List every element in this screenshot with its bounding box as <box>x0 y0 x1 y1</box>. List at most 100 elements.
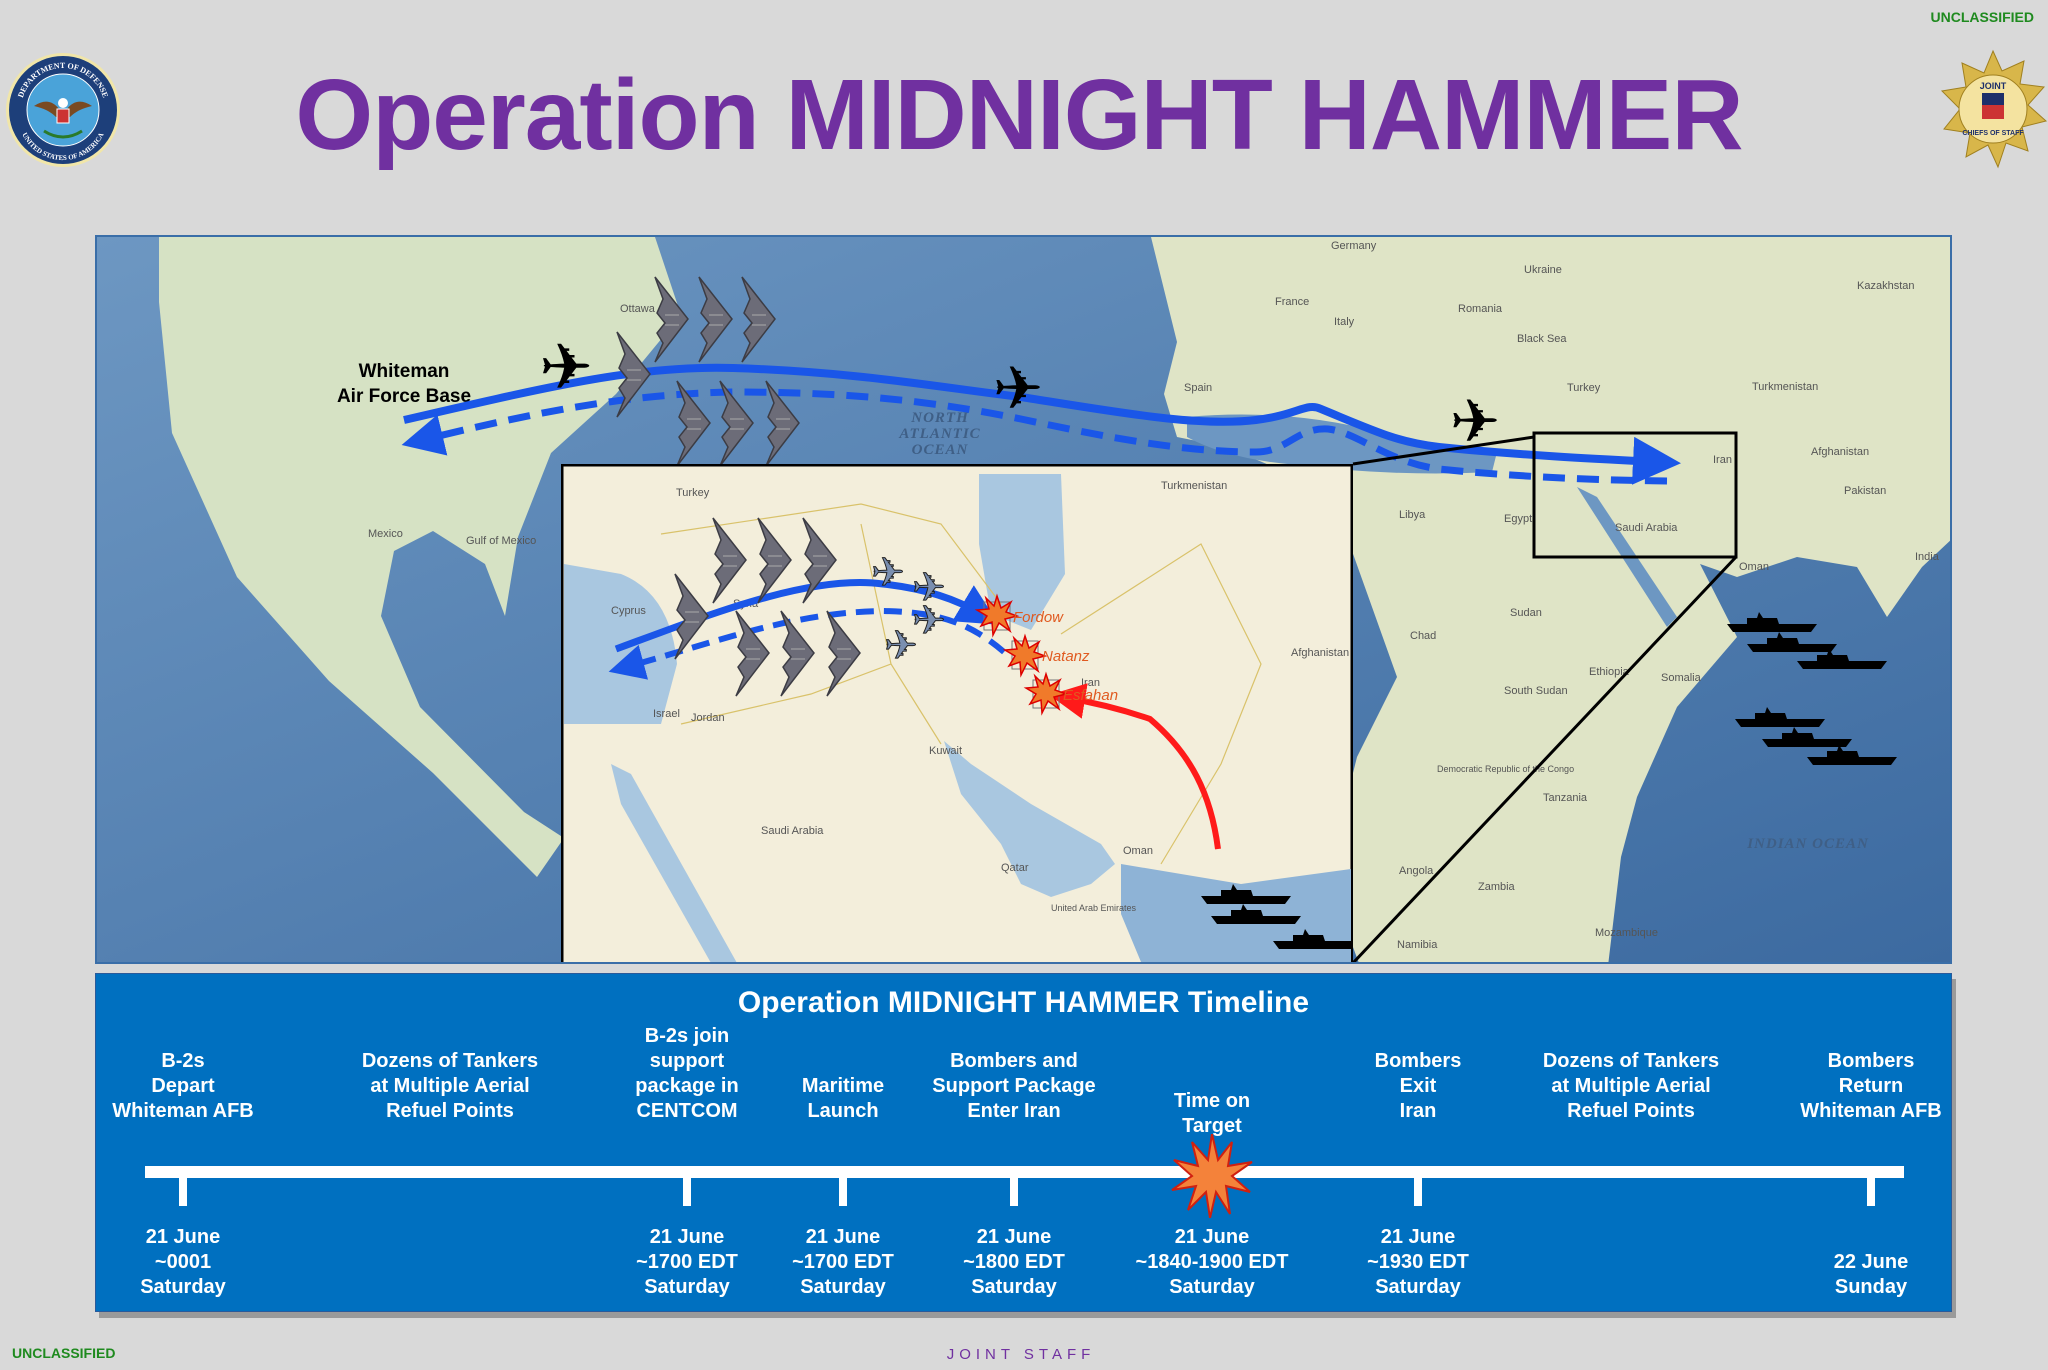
ocean-label-indian: INDIAN OCEAN <box>1746 836 1869 852</box>
whiteman-label-line2: Air Force Base <box>337 386 471 407</box>
timeline-event-date: 21 June ~1930 EDT Saturday <box>1367 1226 1469 1298</box>
label-sudan: Sudan <box>1510 607 1542 619</box>
red-sea <box>611 764 737 962</box>
svg-text:Cyprus: Cyprus <box>611 605 646 617</box>
label-india: India <box>1915 551 1940 563</box>
inset-connector-line <box>1352 435 1535 466</box>
classification-top: UNCLASSIFIED <box>1930 9 2034 25</box>
title-operation: Operation <box>295 59 786 171</box>
ocean-label-north: NORTH <box>910 410 969 426</box>
svg-text:Esfahan: Esfahan <box>1063 687 1118 704</box>
label-zambia: Zambia <box>1478 881 1516 893</box>
svg-text:Fordow: Fordow <box>1013 609 1064 626</box>
dod-seal-logo: DEPARTMENT OF DEFENSE UNITED STATES OF A… <box>6 53 120 167</box>
svg-text:Oman: Oman <box>1123 845 1153 857</box>
label-turkmenistan: Turkmenistan <box>1752 381 1818 393</box>
label-mexico: Mexico <box>368 528 403 540</box>
operation-map: Ottawa Mexico Gulf of Mexico Germany Ukr… <box>95 235 1952 964</box>
target-natanz: Natanz <box>1002 633 1090 678</box>
outbound-route <box>403 363 1681 485</box>
svg-text:Natanz: Natanz <box>1042 648 1090 665</box>
label-kazakhstan: Kazakhstan <box>1857 280 1914 292</box>
label-saudi-arabia: Saudi Arabia <box>1615 522 1678 534</box>
svg-text:Turkey: Turkey <box>676 487 710 499</box>
label-black-sea: Black Sea <box>1517 333 1567 345</box>
fighter-jet-icon: ✈ <box>912 599 946 643</box>
timeline-tick <box>683 1176 691 1206</box>
page-title: Operation MIDNIGHT HAMMER <box>0 58 2038 173</box>
svg-text:Israel: Israel <box>653 708 680 720</box>
timeline-event-label: B-2s Depart Whiteman AFB <box>112 1050 254 1122</box>
label-egypt: Egypt <box>1504 513 1532 525</box>
jcs-seal-logo: JOINT CHIEFS OF STAFF <box>1940 49 2048 169</box>
timeline-event-date: 21 June ~1840-1900 EDT Saturday <box>1135 1226 1289 1298</box>
timeline-event-date: 21 June ~1700 EDT Saturday <box>636 1226 738 1298</box>
explosion-icon <box>1023 671 1069 716</box>
timeline-tick <box>839 1176 847 1206</box>
joint-staff-footer: JOINT STAFF <box>946 1346 1096 1363</box>
fighter-jet-icon: ✈ <box>884 624 918 668</box>
label-angola: Angola <box>1399 865 1434 877</box>
timeline-tick <box>1414 1176 1422 1206</box>
ocean-label-atlantic: ATLANTIC <box>898 426 980 442</box>
title-codename: MIDNIGHT HAMMER <box>785 59 1743 171</box>
svg-text:Kuwait: Kuwait <box>929 745 962 757</box>
timeline-event-date: 22 June Sunday <box>1833 1251 1909 1298</box>
whiteman-label-line1: Whiteman <box>359 361 450 382</box>
label-turkey: Turkey <box>1567 382 1601 394</box>
tanker-airplane-icon: ✈ <box>539 331 593 403</box>
target-esfahan: Esfahan <box>1023 671 1118 716</box>
label-ethiopia: Ethiopia <box>1589 666 1630 678</box>
explosion-icon <box>1002 633 1048 678</box>
timeline-event-date: 21 June ~1700 EDT Saturday <box>792 1226 894 1298</box>
persian-gulf <box>944 741 1115 897</box>
svg-text:JOINT: JOINT <box>1980 81 2007 91</box>
label-spain: Spain <box>1184 382 1212 394</box>
timeline-event-label: Bombers Return Whiteman AFB <box>1800 1050 1942 1122</box>
mediterranean-sea <box>1187 414 1497 474</box>
timeline-event-label: Dozens of Tankers at Multiple Aerial Ref… <box>361 1050 539 1122</box>
timeline-event-date: 21 June ~0001 Saturday <box>140 1226 226 1298</box>
explosion-icon <box>974 593 1020 638</box>
timeline-event-label: Bombers and Support Package Enter Iran <box>932 1050 1096 1122</box>
label-germany: Germany <box>1331 240 1377 252</box>
inset-return-route <box>608 607 1006 680</box>
timeline-event-label: B-2s join support package in CENTCOM <box>635 1025 739 1122</box>
svg-text:Saudi Arabia: Saudi Arabia <box>761 825 824 837</box>
label-ukraine: Ukraine <box>1524 264 1562 276</box>
target-fordow: Fordow <box>974 593 1064 638</box>
svg-text:Jordan: Jordan <box>691 712 725 724</box>
svg-text:United Arab Emirates: United Arab Emirates <box>1051 903 1137 913</box>
timeline-panel: Operation MIDNIGHT HAMMER Timeline B-2s … <box>95 973 1952 1312</box>
label-mozambique: Mozambique <box>1595 927 1658 939</box>
label-chad: Chad <box>1410 630 1436 642</box>
return-route <box>401 388 1668 485</box>
label-tanzania: Tanzania <box>1543 792 1588 804</box>
label-namibia: Namibia <box>1397 939 1438 951</box>
label-afghanistan: Afghanistan <box>1811 446 1869 458</box>
timeline-tick <box>1010 1176 1018 1206</box>
classification-bottom: UNCLASSIFIED <box>12 1345 116 1361</box>
ocean-label-ocean: OCEAN <box>912 442 969 458</box>
label-romania: Romania <box>1458 303 1503 315</box>
label-pakistan: Pakistan <box>1844 485 1886 497</box>
timeline-title: Operation MIDNIGHT HAMMER Timeline <box>737 986 1310 1019</box>
timeline-event-label: Maritime Launch <box>801 1075 885 1122</box>
maritime-strike-route <box>1049 683 1221 850</box>
inset-connector-line <box>1351 555 1738 962</box>
caspian-sea <box>979 474 1065 630</box>
timeline-axis <box>145 1166 1904 1178</box>
timeline-event-label: Dozens of Tankers at Multiple Aerial Ref… <box>1542 1050 1720 1122</box>
tanker-airplane-icon: ✈ <box>993 355 1043 422</box>
fighter-jet-icon: ✈ <box>871 551 905 595</box>
label-oman: Oman <box>1739 561 1769 573</box>
svg-text:Afghanistan: Afghanistan <box>1291 647 1349 659</box>
svg-text:CHIEFS OF STAFF: CHIEFS OF STAFF <box>1962 130 2024 137</box>
label-drc: Democratic Republic of the Congo <box>1437 764 1574 774</box>
middle-east-inset-map: Turkey Turkmenistan Afghanistan Iran Sau… <box>561 464 1353 962</box>
label-somalia: Somalia <box>1661 672 1702 684</box>
label-libya: Libya <box>1399 509 1426 521</box>
timeline-event-date: 21 June ~1800 EDT Saturday <box>963 1226 1065 1298</box>
label-iran: Iran <box>1713 454 1732 466</box>
label-ottawa: Ottawa <box>620 303 656 315</box>
